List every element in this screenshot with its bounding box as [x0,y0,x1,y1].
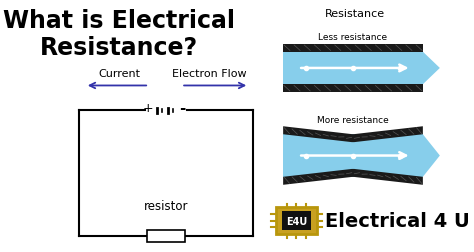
Text: E4U: E4U [286,216,307,226]
Bar [282,211,310,230]
Text: +: + [143,102,153,115]
Text: More resistance: More resistance [317,115,389,124]
Text: Less resistance: Less resistance [319,33,388,42]
Bar [283,85,423,93]
Text: What is Electrical
Resistance?: What is Electrical Resistance? [3,9,235,59]
Text: resistor: resistor [144,199,188,212]
Text: -: - [179,101,185,116]
Bar [283,135,423,177]
Text: Electron Flow: Electron Flow [172,69,247,79]
Polygon shape [283,127,423,143]
Polygon shape [283,169,423,185]
Polygon shape [423,135,440,177]
Bar [283,52,423,85]
Text: Electrical 4 U: Electrical 4 U [325,211,469,230]
Polygon shape [423,52,440,85]
FancyBboxPatch shape [275,207,317,234]
Bar [147,230,185,242]
Text: Current: Current [98,69,140,79]
Bar [283,45,423,52]
Text: Resistance: Resistance [325,9,385,19]
